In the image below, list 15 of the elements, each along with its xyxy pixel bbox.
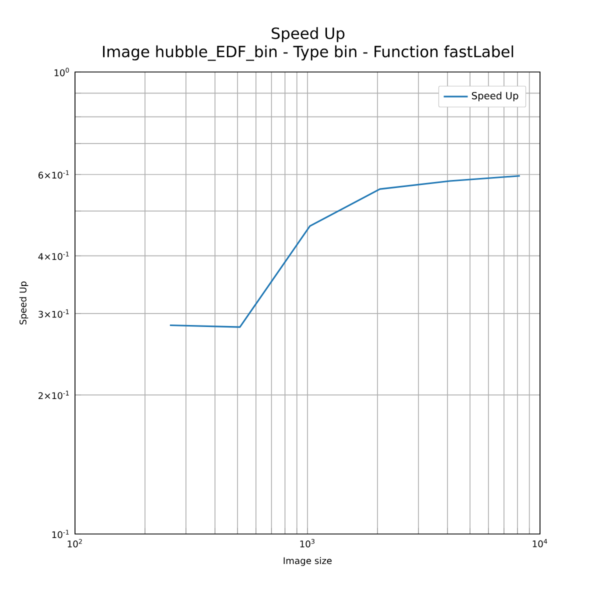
y-tick-label: 3×10$^{-1}$ [38, 309, 69, 318]
y-tick-label: 6×10$^{-1}$ [38, 170, 69, 179]
x-tick-label: 10$^{3}$ [300, 538, 314, 548]
chart-subtitle: Image hubble_EDF_bin - Type bin - Function fastLabel [103, 45, 514, 61]
x-axis-title: Image size [284, 557, 332, 566]
y-tick-label: 10$^{-1}$ [52, 530, 69, 538]
y-tick-label: 10$^{0}$ [54, 68, 69, 76]
line-series [169, 175, 521, 328]
y-axis-title: Speed Up [19, 282, 28, 324]
chart-title: Speed Up [272, 27, 344, 42]
x-tick-label: 10$^{4}$ [532, 538, 548, 548]
y-tick-label: 4×10$^{-1}$ [38, 252, 69, 260]
y-tick-label: 2×10$^{-1}$ [38, 390, 69, 400]
x-tick-label: 10$^{2}$ [68, 538, 82, 548]
legend-label: Speed Up [472, 92, 518, 102]
